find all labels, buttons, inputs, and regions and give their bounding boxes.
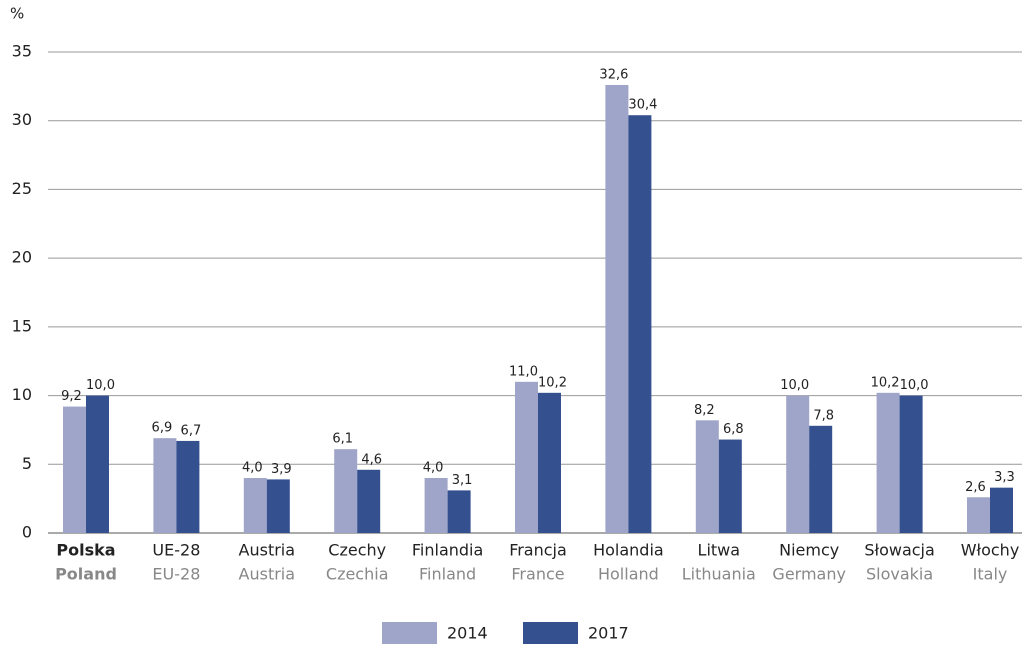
y-tick-label: 15 <box>12 316 32 335</box>
value-label: 10,0 <box>86 378 115 393</box>
x-tick-label: Litwa <box>698 541 741 560</box>
y-tick-label: 25 <box>12 179 32 198</box>
bar <box>967 497 990 533</box>
x-tick-label: UE-28 <box>152 541 200 560</box>
x-tick-translation: Lithuania <box>682 565 756 584</box>
value-label: 7,8 <box>813 408 834 423</box>
value-label: 6,9 <box>152 421 173 436</box>
x-tick-label: Austria <box>239 541 296 560</box>
bar <box>809 425 833 533</box>
value-label: 3,9 <box>271 462 292 477</box>
x-tick-translation: EU-28 <box>152 565 200 584</box>
y-axis-label: % <box>10 5 24 23</box>
bar <box>63 406 86 533</box>
value-label: 3,1 <box>452 473 473 488</box>
x-tick-translation: Germany <box>772 565 846 584</box>
x-tick-label: Włochy <box>961 541 1020 560</box>
bar <box>447 490 471 533</box>
legend-label: 2017 <box>588 624 629 643</box>
value-label: 32,6 <box>599 67 628 82</box>
x-tick-translation: Finland <box>419 565 476 584</box>
bar <box>86 395 109 533</box>
value-label: 3,3 <box>994 470 1015 485</box>
bar <box>876 392 900 533</box>
x-tick-label: Słowacja <box>864 541 934 560</box>
x-tick-translation: Italy <box>973 565 1008 584</box>
x-tick-translation: Slovakia <box>866 565 933 584</box>
y-tick-label: 35 <box>12 42 32 61</box>
value-label: 6,7 <box>181 423 202 438</box>
x-tick-translation: Czechia <box>326 565 389 584</box>
legend-swatch <box>382 622 437 644</box>
x-tick-label: Finlandia <box>412 541 483 560</box>
bar <box>153 438 177 533</box>
value-label: 10,2 <box>538 375 567 390</box>
value-label: 4,0 <box>423 461 444 476</box>
bar <box>786 395 810 533</box>
value-label: 4,6 <box>361 452 382 467</box>
value-label: 8,2 <box>694 403 715 418</box>
legend-label: 2014 <box>447 624 488 643</box>
value-label: 9,2 <box>61 389 82 404</box>
y-tick-label: 5 <box>22 454 32 473</box>
bar <box>266 479 290 533</box>
value-label: 11,0 <box>509 364 538 379</box>
x-tick-label: Holandia <box>593 541 664 560</box>
bar <box>243 478 267 533</box>
y-tick-label: 20 <box>12 248 32 267</box>
y-tick-label: 10 <box>12 385 32 404</box>
bar <box>990 487 1013 533</box>
bar <box>357 469 381 533</box>
x-tick-translation: Poland <box>55 565 117 584</box>
bar <box>718 439 742 533</box>
x-tick-label: Niemcy <box>779 541 839 560</box>
x-tick-label: Francja <box>509 541 567 560</box>
bar <box>424 478 448 533</box>
bar <box>334 449 358 533</box>
bar <box>605 84 629 534</box>
x-tick-translation: France <box>511 565 564 584</box>
x-tick-label: Czechy <box>328 541 386 560</box>
bar <box>538 392 561 533</box>
legend-swatch <box>523 622 578 644</box>
value-label: 6,1 <box>332 432 353 447</box>
bar <box>515 381 538 533</box>
x-tick-label: Polska <box>56 541 115 560</box>
bar <box>695 420 719 533</box>
x-tick-translation: Holland <box>598 565 659 584</box>
value-label: 10,2 <box>871 375 900 390</box>
bar <box>899 395 923 533</box>
value-label: 6,8 <box>723 422 744 437</box>
value-label: 2,6 <box>965 480 986 495</box>
bar <box>176 440 200 533</box>
x-tick-translation: Austria <box>239 565 296 584</box>
bar <box>628 115 652 534</box>
value-label: 10,0 <box>780 378 809 393</box>
y-tick-label: 30 <box>12 110 32 129</box>
y-tick-label: 0 <box>22 523 32 542</box>
value-label: 4,0 <box>242 461 263 476</box>
value-label: 30,4 <box>628 98 657 113</box>
value-label: 10,0 <box>900 378 929 393</box>
